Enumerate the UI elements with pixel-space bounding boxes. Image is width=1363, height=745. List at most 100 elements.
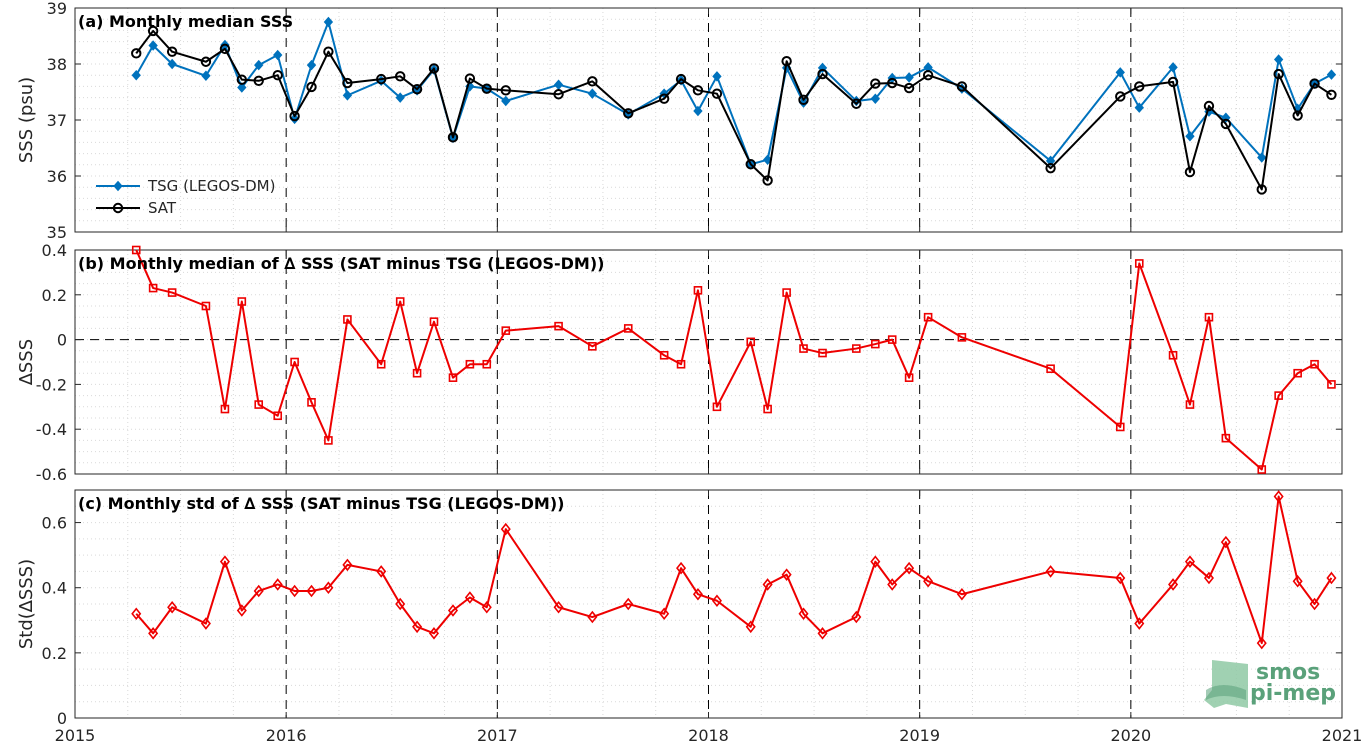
- data-point: [482, 359, 492, 369]
- data-point: [782, 288, 791, 297]
- y-tick-label: -0.2: [36, 375, 67, 394]
- data-point: [1310, 359, 1319, 369]
- data-point: [1046, 364, 1055, 374]
- data-point: [481, 83, 492, 94]
- data-point: [323, 46, 334, 57]
- data-point: [253, 75, 264, 87]
- data-point: [746, 337, 756, 347]
- data-point: [273, 49, 283, 61]
- data-point: [818, 348, 827, 358]
- data-point: [659, 350, 669, 360]
- data-point: [712, 402, 722, 412]
- data-point: [464, 73, 476, 84]
- data-point: [692, 587, 703, 601]
- data-point: [237, 82, 247, 93]
- x-tick-label: 2015: [55, 726, 96, 745]
- y-tick-label: 0.6: [42, 514, 67, 533]
- data-point: [1326, 89, 1337, 101]
- data-point: [1293, 368, 1302, 378]
- data-point: [147, 25, 159, 37]
- data-point: [871, 339, 880, 349]
- data-point: [1168, 350, 1178, 360]
- y-tick-label: 38: [47, 55, 67, 74]
- data-point: [1273, 68, 1284, 80]
- data-point: [553, 89, 564, 100]
- data-point: [306, 81, 317, 93]
- data-point: [1273, 54, 1284, 65]
- data-point: [220, 404, 230, 414]
- data-point: [623, 597, 634, 611]
- y-axis-label: SSS (psu): [16, 77, 37, 163]
- data-point: [131, 607, 142, 621]
- data-point: [922, 70, 934, 81]
- data-point: [676, 359, 686, 369]
- panel-title: (c) Monthly std of ∆ SSS (SAT minus TSG …: [78, 494, 564, 513]
- data-point: [1221, 433, 1231, 443]
- data-point: [1292, 574, 1303, 588]
- data-point: [273, 411, 283, 421]
- data-point: [904, 373, 914, 382]
- data-point: [1115, 571, 1126, 585]
- logo-wave-graphic: [1204, 660, 1248, 708]
- data-point: [342, 77, 353, 89]
- series-line-0-1: [135, 29, 1332, 191]
- data-point: [411, 84, 423, 95]
- data-point: [1257, 465, 1267, 474]
- data-point: [306, 584, 317, 598]
- data-point: [148, 627, 159, 640]
- y-tick-label: 0.4: [42, 579, 67, 598]
- data-point: [887, 578, 898, 591]
- data-point: [167, 600, 178, 614]
- y-tick-label: 0: [57, 709, 67, 728]
- data-point: [1256, 636, 1267, 650]
- data-point: [306, 59, 317, 71]
- data-point: [1309, 78, 1320, 89]
- data-point: [201, 70, 211, 82]
- data-point: [851, 98, 862, 109]
- y-tick-label: 39: [47, 0, 67, 18]
- data-point: [798, 97, 809, 108]
- data-point: [1185, 400, 1195, 409]
- data-point: [1220, 535, 1231, 549]
- data-point: [448, 373, 458, 382]
- panel-c-std-delta-sss: 0 0.2 0.4 0.6 2015 2016 2017 2018 2019 2020 2021 St…: [16, 489, 1363, 745]
- data-point: [166, 46, 178, 57]
- data-point: [236, 74, 248, 85]
- x-tick-label: 2021: [1322, 726, 1363, 745]
- data-point: [781, 56, 792, 67]
- y-axis-label: Std(∆SSS): [16, 559, 37, 649]
- data-point: [1203, 100, 1215, 112]
- data-point: [1309, 597, 1320, 611]
- data-point: [428, 627, 440, 640]
- data-point: [745, 159, 756, 170]
- data-point: [501, 95, 511, 107]
- data-point: [1184, 555, 1195, 568]
- data-point: [200, 56, 212, 67]
- data-point: [1045, 565, 1056, 578]
- data-point: [904, 72, 914, 83]
- data-point: [167, 58, 177, 70]
- data-point: [712, 71, 722, 82]
- data-point: [1134, 617, 1145, 630]
- legend-label: TSG (LEGOS-DM): [147, 177, 275, 195]
- data-point: [394, 71, 406, 82]
- data-point: [148, 40, 158, 51]
- y-tick-label: 36: [47, 167, 67, 186]
- panel-b-delta-sss: -0.6 -0.4 -0.2 0 0.2 0.4 ∆SSS (b) Monthly media…: [16, 241, 1343, 484]
- data-point: [676, 561, 687, 575]
- data-point: [623, 108, 634, 119]
- data-point: [375, 73, 387, 85]
- data-point: [923, 574, 934, 588]
- data-point: [395, 92, 405, 103]
- data-point: [1203, 571, 1214, 585]
- data-point: [200, 617, 211, 630]
- data-point: [1134, 259, 1144, 268]
- data-point: [395, 597, 406, 611]
- data-point: [1168, 578, 1179, 591]
- data-point: [1220, 118, 1232, 130]
- data-point: [817, 627, 828, 640]
- data-point: [131, 69, 141, 81]
- panel-title: (b) Monthly median of ∆ SSS (SAT minus T…: [78, 254, 604, 273]
- data-point: [1134, 102, 1144, 113]
